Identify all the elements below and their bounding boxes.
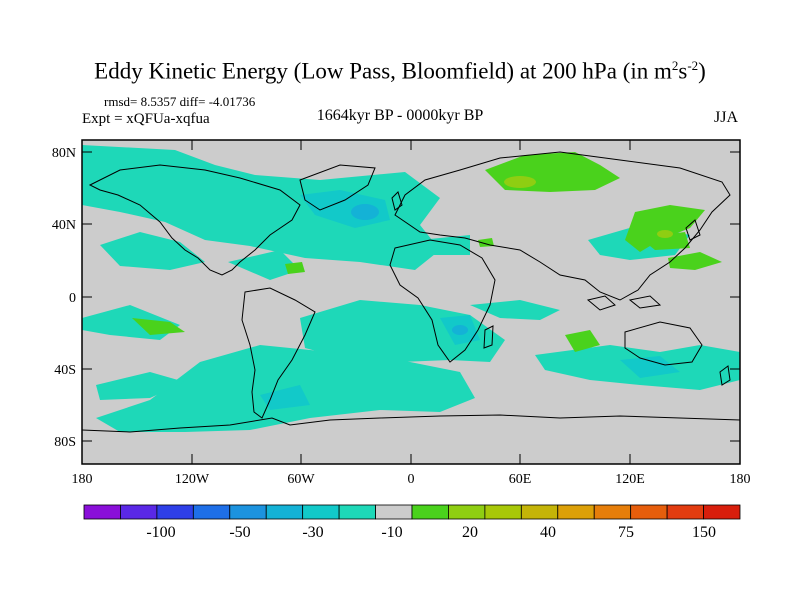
lon-tick-label: 120E — [615, 472, 645, 487]
uk-coast — [391, 191, 403, 211]
colorbar-swatch — [120, 504, 158, 520]
colorbar-swatch — [666, 504, 704, 520]
colorbar-swatch — [156, 504, 194, 520]
period-label: 1664kyr BP - 0000kyr BP — [316, 107, 484, 124]
colorbar-swatch — [557, 504, 595, 520]
lon-tick-marks — [81, 140, 741, 464]
colorbar-label: -50 — [229, 524, 250, 541]
colorbar-label: 75 — [618, 524, 634, 541]
colorbar-swatch — [83, 504, 121, 520]
colorbar-swatch — [229, 504, 267, 520]
south-america-coast — [241, 287, 316, 419]
colorbar-swatch — [520, 504, 559, 520]
madagascar-coast — [483, 325, 494, 349]
colorbar-swatch — [338, 504, 376, 520]
lon-tick-labels: 180 120W 60W 0 60E 120E 180 — [72, 472, 751, 487]
lon-tick-label: 180 — [72, 472, 93, 487]
australia-coast — [624, 321, 703, 366]
lon-tick-label: 180 — [730, 472, 751, 487]
greenland-coast — [299, 164, 376, 211]
colorbar-labels: -100 -50 -30 -10 20 40 75 150 — [146, 524, 716, 541]
colorbar-label: -100 — [146, 524, 175, 541]
colorbar-label: 20 — [462, 524, 478, 541]
colorbar-swatch — [302, 504, 340, 520]
colorbar-label: -10 — [381, 524, 402, 541]
colorbar-swatch — [265, 504, 304, 520]
colorbar — [83, 504, 741, 520]
lat-tick-label: 40S — [54, 363, 76, 378]
colorbar-swatch — [192, 504, 231, 520]
lat-tick-marks — [82, 151, 740, 442]
north-america-coast — [88, 164, 301, 276]
plot-title: Eddy Kinetic Energy (Low Pass, Bloomfiel… — [94, 58, 706, 84]
lon-tick-label: 60W — [287, 472, 315, 487]
season-label: JJA — [714, 109, 739, 126]
lon-tick-label: 60E — [509, 472, 532, 487]
coastlines — [82, 151, 740, 433]
lon-tick-label: 120W — [175, 472, 210, 487]
lat-tick-label: 80N — [52, 146, 76, 161]
colorbar-swatch — [375, 504, 413, 520]
colorbar-swatch — [448, 504, 486, 520]
japan-coast — [685, 219, 701, 241]
colorbar-swatch — [484, 504, 522, 520]
colorbar-label: 40 — [540, 524, 556, 541]
colorbar-label: -30 — [302, 524, 323, 541]
colorbar-swatch — [411, 504, 449, 520]
lat-tick-label: 0 — [69, 291, 76, 306]
africa-coast — [389, 239, 496, 363]
lat-tick-label: 40N — [52, 218, 76, 233]
eurasia-coast — [394, 151, 731, 301]
negative-deep-regions — [351, 204, 468, 335]
colorbar-swatch — [630, 504, 668, 520]
new-zealand-coast — [719, 365, 731, 386]
indonesia-coast — [586, 295, 662, 311]
colorbar-label: 150 — [692, 524, 716, 541]
positive-mid-regions — [504, 176, 673, 238]
lat-tick-label: 80S — [54, 435, 76, 450]
map-field — [82, 140, 740, 464]
colorbar-swatch — [593, 504, 632, 520]
lat-tick-labels: 80N 40N 0 40S 80S — [52, 146, 76, 450]
experiment-label: Expt = xQFUa-xqfua — [82, 111, 210, 127]
antarctica-coast — [82, 414, 740, 433]
rmsd-stats: rmsd= 8.5357 diff= -4.01736 — [104, 94, 256, 109]
lon-tick-label: 0 — [408, 472, 415, 487]
colorbar-swatch — [703, 504, 741, 520]
